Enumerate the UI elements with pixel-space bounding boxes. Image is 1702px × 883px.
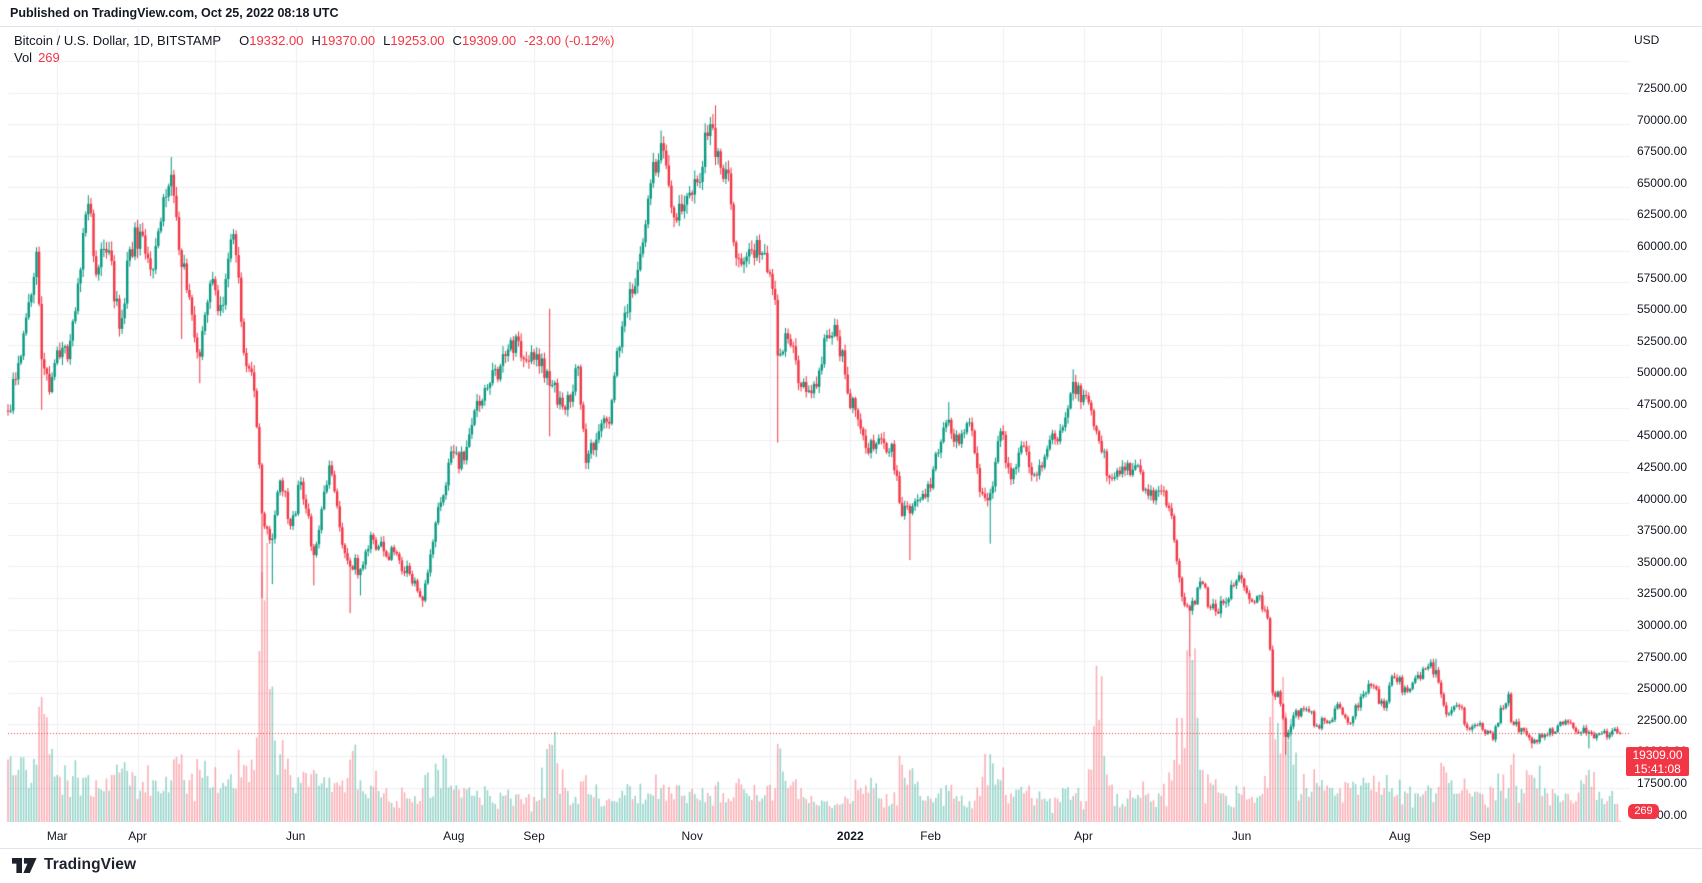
low-label: L xyxy=(383,33,391,48)
footer: TradingView xyxy=(0,848,1702,883)
price-tick-label: 30000.00 xyxy=(1636,618,1687,633)
open-value: 19332.00 xyxy=(249,33,304,48)
price-tick-label: 65000.00 xyxy=(1636,175,1687,190)
price-tick-label: 17500.00 xyxy=(1636,775,1687,790)
time-tick-label: Feb xyxy=(920,829,941,843)
time-tick-label: Nov xyxy=(681,829,703,843)
time-tick-label: Sep xyxy=(1469,829,1491,843)
current-price: 19309.00 xyxy=(1632,747,1683,762)
time-tick-label: Jun xyxy=(285,829,306,843)
published-banner: Published on TradingView.com, Oct 25, 20… xyxy=(0,0,1702,27)
price-tick-label: 72500.00 xyxy=(1636,81,1687,95)
price-tick-label: 62500.00 xyxy=(1636,207,1687,222)
low-value: 19253.00 xyxy=(390,33,445,48)
time-tick-label: Aug xyxy=(443,829,465,843)
symbol-name[interactable]: Bitcoin / U.S. Dollar, 1D, BITSTAMP xyxy=(14,33,222,48)
time-tick-label: 2022 xyxy=(836,829,864,843)
close-value: 19309.00 xyxy=(461,33,517,48)
price-tick-label: 45000.00 xyxy=(1636,428,1687,443)
time-tick-label: Mar xyxy=(46,829,68,843)
price-tick-label: 50000.00 xyxy=(1636,365,1687,380)
current-price-tag: 19309.00 15:41:08 xyxy=(1626,746,1689,776)
price-tick-label: 52500.00 xyxy=(1636,333,1687,348)
volume-label[interactable]: Vol xyxy=(14,50,33,65)
time-tick-label: Jun xyxy=(1231,829,1252,843)
price-tick-label: 37500.00 xyxy=(1636,523,1687,538)
volume-value: 269 xyxy=(38,50,60,65)
open-label: O xyxy=(239,33,250,48)
tradingview-logo-icon xyxy=(12,857,37,874)
high-value: 19370.00 xyxy=(320,33,376,48)
price-tick-label: 47500.00 xyxy=(1636,396,1687,411)
price-tick-label: 27500.00 xyxy=(1636,649,1687,664)
chart-widget: Bitcoin / U.S. Dollar, 1D, BITSTAMP O1933… xyxy=(0,28,1702,848)
current-volume-tag: 269 xyxy=(1628,804,1659,819)
time-tick-label: Aug xyxy=(1389,829,1411,843)
price-scale-unit: USD xyxy=(1634,33,1660,47)
price-tick-label: 55000.00 xyxy=(1636,302,1687,317)
time-scale[interactable]: Mar Apr Jun Aug Sep Nov 2022 Feb Apr Jun Aug Sep xyxy=(0,826,1702,848)
price-tick-label: 67500.00 xyxy=(1636,144,1687,159)
bar-countdown: 15:41:08 xyxy=(1634,761,1681,776)
time-tick-label: Sep xyxy=(523,829,545,843)
price-tick-label: 60000.00 xyxy=(1636,238,1687,253)
time-tick-label: Apr xyxy=(1074,829,1093,843)
time-tick-label: Apr xyxy=(128,829,147,843)
tradingview-brand[interactable]: TradingView xyxy=(12,856,136,874)
price-chart-canvas[interactable] xyxy=(0,28,1702,822)
symbol-legend: Bitcoin / U.S. Dollar, 1D, BITSTAMP O1933… xyxy=(14,32,615,49)
volume-legend: Vol 269 xyxy=(14,49,60,66)
high-label: H xyxy=(311,33,321,48)
price-tick-label: 40000.00 xyxy=(1636,491,1687,506)
brand-name: TradingView xyxy=(44,856,137,873)
published-note: Published on TradingView.com, Oct 25, 20… xyxy=(10,6,339,20)
price-tick-label: 25000.00 xyxy=(1636,681,1687,696)
price-tick-label: 70000.00 xyxy=(1636,112,1687,127)
price-tick-label: 22500.00 xyxy=(1636,712,1687,727)
change-value: -23.00 (-0.12%) xyxy=(524,33,615,48)
price-tick-label: 42500.00 xyxy=(1636,460,1687,475)
price-tick-label: 57500.00 xyxy=(1636,270,1687,285)
price-tick-label: 35000.00 xyxy=(1636,554,1687,569)
price-tick-label: 32500.00 xyxy=(1636,586,1687,601)
close-label: C xyxy=(452,33,462,48)
